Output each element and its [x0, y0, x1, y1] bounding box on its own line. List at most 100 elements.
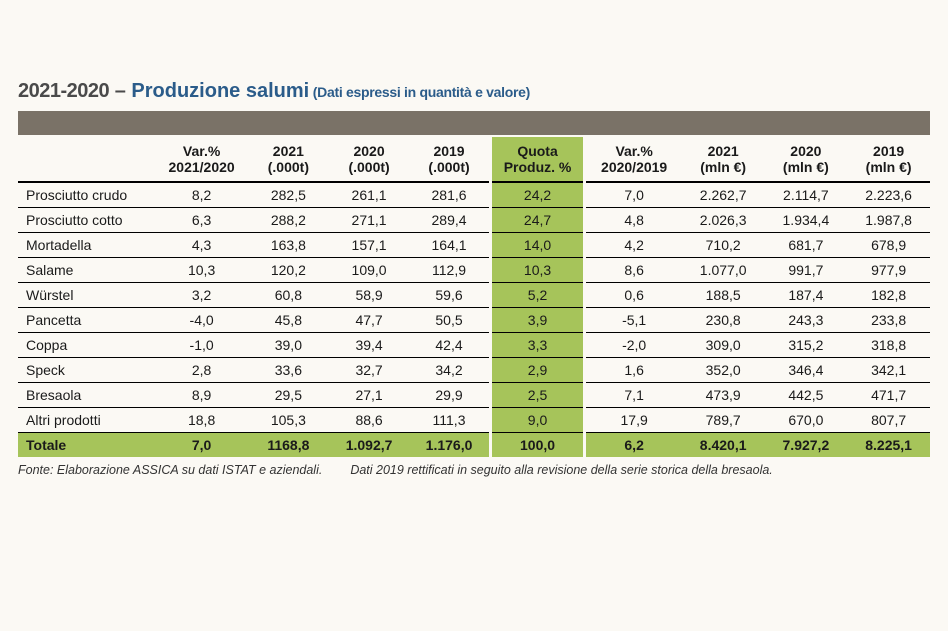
cell-name: Würstel	[18, 283, 155, 308]
cell-name: Bresaola	[18, 383, 155, 408]
cell-y2021t: 288,2	[248, 208, 329, 233]
cell-y2020t: 271,1	[329, 208, 410, 233]
cell-y2021t: 282,5	[248, 182, 329, 208]
cell-name: Mortadella	[18, 233, 155, 258]
cell-var1: 8,2	[155, 182, 248, 208]
cell-y2020t: 32,7	[329, 358, 410, 383]
col-header-y2020e: 2020(mln €)	[765, 137, 848, 182]
cell-quota: 24,7	[490, 208, 585, 233]
table-row: Prosciutto cotto6,3288,2271,1289,424,74,…	[18, 208, 930, 233]
cell-y2021t: 105,3	[248, 408, 329, 433]
cell-y2021e: 710,2	[682, 233, 765, 258]
cell-y2020t: 58,9	[329, 283, 410, 308]
cell-var2: 8,6	[585, 258, 682, 283]
cell-y2020e: 2.114,7	[765, 182, 848, 208]
col-header-y2021e: 2021(mln €)	[682, 137, 765, 182]
table-row: Prosciutto crudo8,2282,5261,1281,624,27,…	[18, 182, 930, 208]
cell-quota: 3,9	[490, 308, 585, 333]
cell-y2021e: 8.420,1	[682, 433, 765, 458]
cell-y2021e: 2.262,7	[682, 182, 765, 208]
cell-name: Coppa	[18, 333, 155, 358]
col-header-y2019e: 2019(mln €)	[847, 137, 930, 182]
cell-y2019t: 164,1	[409, 233, 490, 258]
cell-y2020t: 47,7	[329, 308, 410, 333]
cell-y2020t: 261,1	[329, 182, 410, 208]
cell-name: Prosciutto cotto	[18, 208, 155, 233]
cell-name: Pancetta	[18, 308, 155, 333]
cell-y2020e: 7.927,2	[765, 433, 848, 458]
col-header-var1: Var.%2021/2020	[155, 137, 248, 182]
cell-var2: 0,6	[585, 283, 682, 308]
cell-y2020e: 670,0	[765, 408, 848, 433]
cell-y2020e: 346,4	[765, 358, 848, 383]
col-header-y2020t: 2020(.000t)	[329, 137, 410, 182]
title-sub: (Dati espressi in quantità e valore)	[309, 84, 530, 100]
cell-y2019t: 29,9	[409, 383, 490, 408]
cell-y2020t: 109,0	[329, 258, 410, 283]
table-row: Bresaola8,929,527,129,92,57,1473,9442,54…	[18, 383, 930, 408]
cell-y2020e: 442,5	[765, 383, 848, 408]
cell-y2019e: 977,9	[847, 258, 930, 283]
page-title: 2021-2020 – Produzione salumi (Dati espr…	[18, 80, 930, 103]
cell-y2020e: 1.934,4	[765, 208, 848, 233]
cell-var1: 3,2	[155, 283, 248, 308]
cell-var2: 17,9	[585, 408, 682, 433]
cell-y2019t: 59,6	[409, 283, 490, 308]
cell-quota: 100,0	[490, 433, 585, 458]
cell-y2021t: 45,8	[248, 308, 329, 333]
cell-y2021e: 309,0	[682, 333, 765, 358]
cell-y2020t: 39,4	[329, 333, 410, 358]
cell-name: Totale	[18, 433, 155, 458]
table-row-total: Totale7,01168,81.092,71.176,0100,06,28.4…	[18, 433, 930, 458]
cell-quota: 3,3	[490, 333, 585, 358]
cell-var1: 10,3	[155, 258, 248, 283]
footnote: Fonte: Elaborazione ASSICA su dati ISTAT…	[18, 463, 930, 477]
header-band	[18, 111, 930, 135]
cell-y2019e: 678,9	[847, 233, 930, 258]
table-row: Speck2,833,632,734,22,91,6352,0346,4342,…	[18, 358, 930, 383]
cell-quota: 2,9	[490, 358, 585, 383]
cell-y2020e: 243,3	[765, 308, 848, 333]
cell-var2: 1,6	[585, 358, 682, 383]
cell-var1: 8,9	[155, 383, 248, 408]
cell-y2019e: 471,7	[847, 383, 930, 408]
cell-var1: 6,3	[155, 208, 248, 233]
table-row: Coppa-1,039,039,442,43,3-2,0309,0315,231…	[18, 333, 930, 358]
table-header-row: Var.%2021/20202021(.000t)2020(.000t)2019…	[18, 137, 930, 182]
cell-y2021e: 1.077,0	[682, 258, 765, 283]
cell-y2021t: 29,5	[248, 383, 329, 408]
cell-y2020t: 27,1	[329, 383, 410, 408]
cell-quota: 10,3	[490, 258, 585, 283]
cell-y2021t: 60,8	[248, 283, 329, 308]
cell-var2: -5,1	[585, 308, 682, 333]
title-main: Produzione salumi	[131, 80, 309, 102]
cell-name: Altri prodotti	[18, 408, 155, 433]
cell-quota: 24,2	[490, 182, 585, 208]
cell-var2: 7,1	[585, 383, 682, 408]
footnote-note: Dati 2019 rettificati in seguito alla re…	[350, 463, 772, 477]
cell-y2021t: 1168,8	[248, 433, 329, 458]
cell-quota: 9,0	[490, 408, 585, 433]
cell-y2020t: 88,6	[329, 408, 410, 433]
table-row: Pancetta-4,045,847,750,53,9-5,1230,8243,…	[18, 308, 930, 333]
cell-quota: 5,2	[490, 283, 585, 308]
cell-y2019t: 112,9	[409, 258, 490, 283]
cell-y2021e: 230,8	[682, 308, 765, 333]
cell-y2021e: 2.026,3	[682, 208, 765, 233]
cell-y2020e: 681,7	[765, 233, 848, 258]
cell-y2021t: 163,8	[248, 233, 329, 258]
table-row: Mortadella4,3163,8157,1164,114,04,2710,2…	[18, 233, 930, 258]
cell-y2020e: 187,4	[765, 283, 848, 308]
cell-y2019e: 2.223,6	[847, 182, 930, 208]
cell-y2019t: 34,2	[409, 358, 490, 383]
table-row: Salame10,3120,2109,0112,910,38,61.077,09…	[18, 258, 930, 283]
cell-var2: 4,2	[585, 233, 682, 258]
cell-y2019t: 281,6	[409, 182, 490, 208]
title-years: 2021-2020	[18, 80, 109, 102]
col-header-name	[18, 137, 155, 182]
cell-var1: 2,8	[155, 358, 248, 383]
cell-name: Speck	[18, 358, 155, 383]
cell-y2019e: 1.987,8	[847, 208, 930, 233]
cell-y2020e: 315,2	[765, 333, 848, 358]
cell-y2019e: 8.225,1	[847, 433, 930, 458]
